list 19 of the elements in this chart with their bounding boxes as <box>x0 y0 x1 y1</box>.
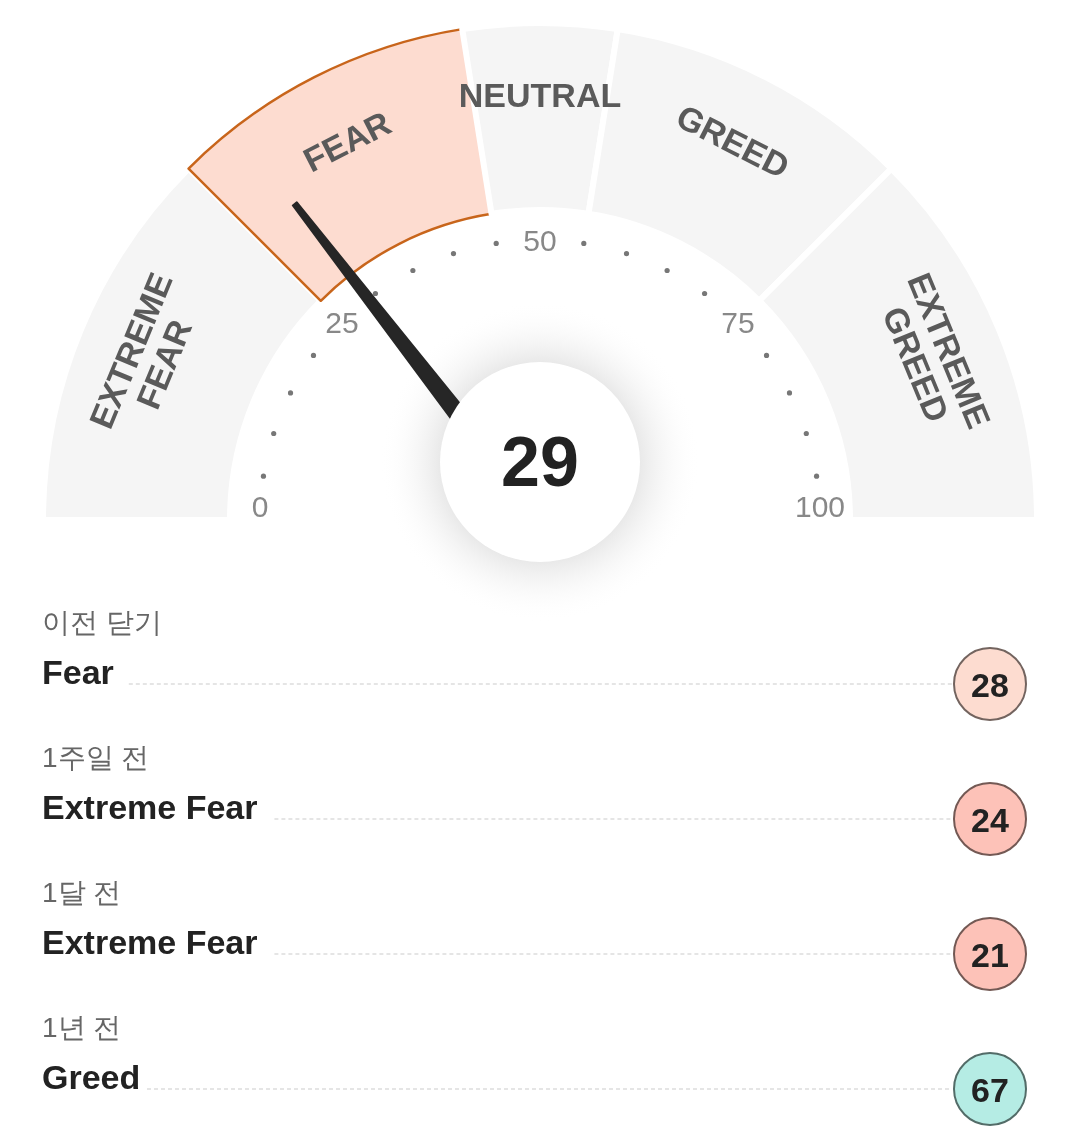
text: 75 <box>721 305 755 339</box>
text: Greed <box>42 1058 141 1096</box>
text: 0 <box>251 489 269 523</box>
data-label: 67 <box>971 1071 1009 1109</box>
text: 25 <box>325 305 359 339</box>
data-label: 28 <box>971 666 1009 704</box>
category-label: 이전 닫기 <box>42 606 162 638</box>
data-label: 24 <box>971 801 1009 839</box>
slice-label: NEUTRAL <box>458 76 622 114</box>
category-label: 1주일 전 <box>42 741 150 773</box>
text: 50 <box>523 223 557 257</box>
text: 100 <box>794 489 846 523</box>
category-label: 1년 전 <box>42 1011 122 1043</box>
text: Fear <box>42 653 114 691</box>
text: Extreme Fear <box>42 923 258 961</box>
data-label: 21 <box>971 936 1009 974</box>
text: 29 <box>501 423 579 501</box>
category-label: 1달 전 <box>42 876 122 908</box>
text: Extreme Fear <box>42 788 258 826</box>
